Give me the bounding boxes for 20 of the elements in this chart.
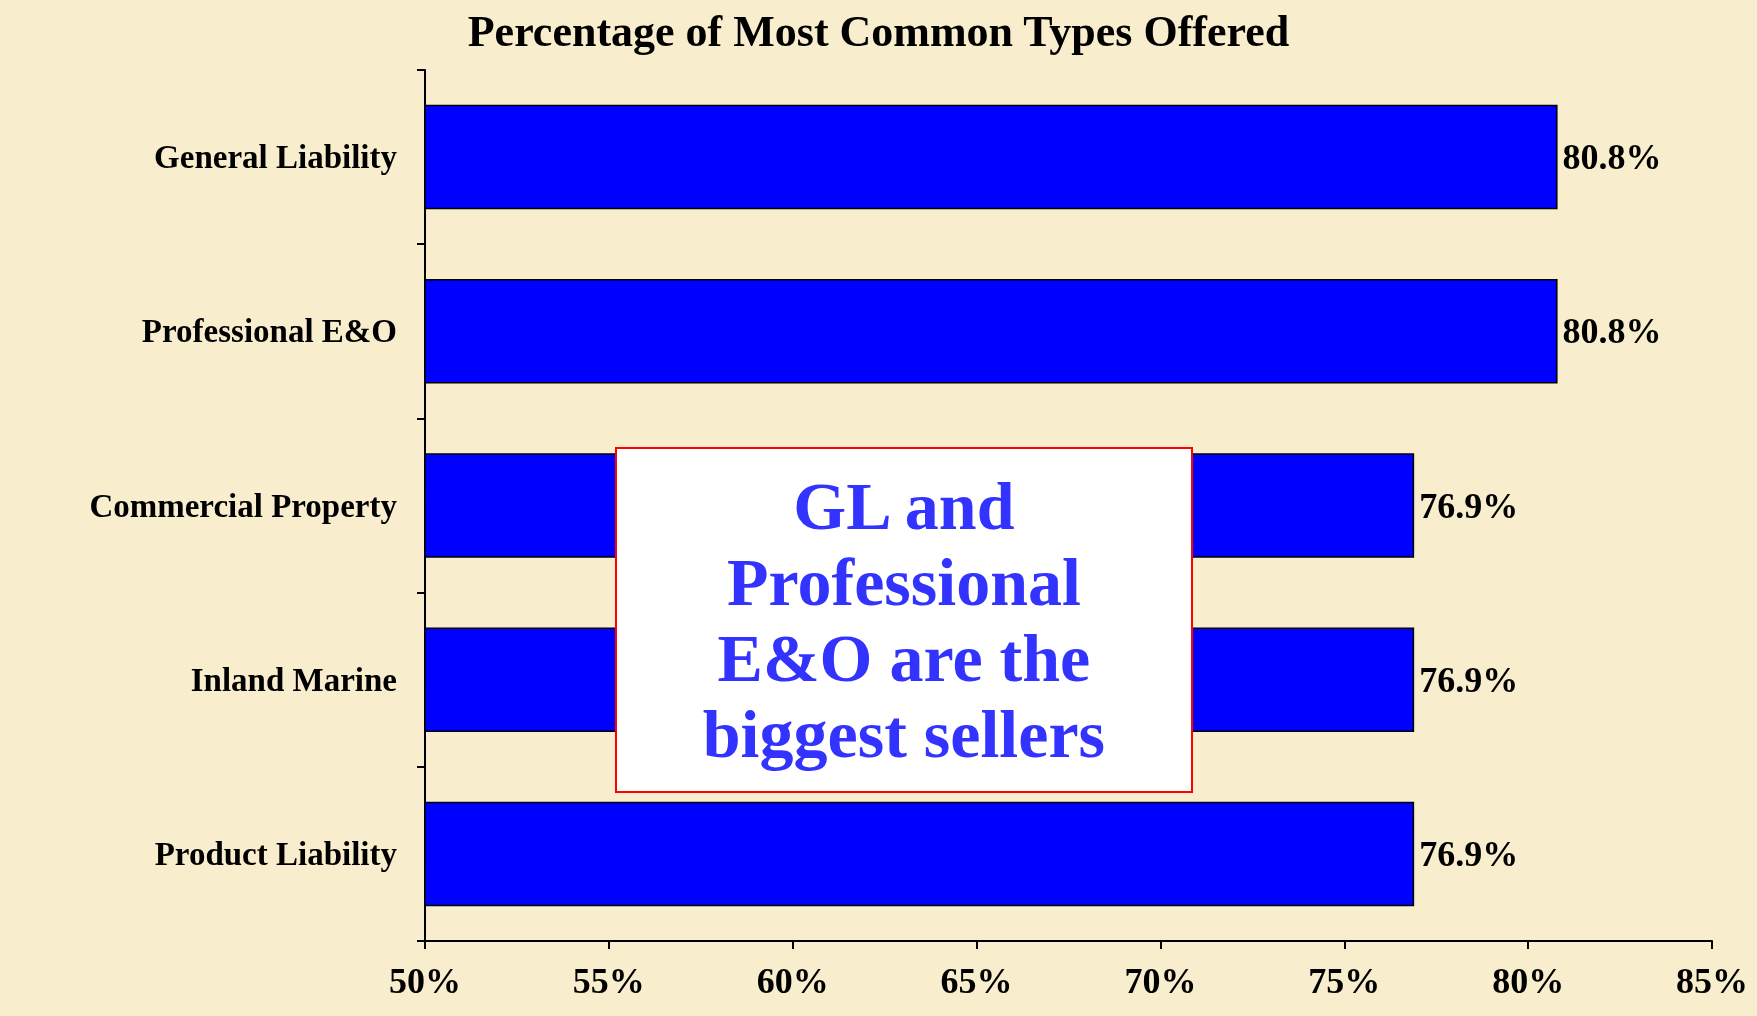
x-tick-label: 65% — [940, 961, 1013, 1001]
y-tick-label: Commercial Property — [89, 487, 398, 524]
annotation: GL and Professional E&O are the biggest sellers — [701, 468, 1107, 773]
y-tick-label: Product Liability — [154, 835, 398, 872]
y-tick-label: Professional E&O — [141, 313, 397, 350]
x-tick-label: 85% — [1676, 961, 1748, 1001]
data-label: 76.9% — [1419, 833, 1519, 874]
y-tick-label: Inland Marine — [190, 661, 397, 698]
x-tick-label: 70% — [1124, 961, 1197, 1001]
chart-title: Percentage of Most Common Types Offered — [467, 6, 1290, 56]
x-tick-label: 75% — [1308, 961, 1381, 1001]
data-label: 76.9% — [1419, 659, 1519, 700]
data-label: 76.9% — [1419, 485, 1519, 526]
data-label: 80.8% — [1562, 137, 1662, 178]
x-tick-label: 55% — [572, 961, 645, 1001]
x-tick-label: 80% — [1492, 961, 1565, 1001]
x-tick-label: 50% — [389, 961, 461, 1001]
x-tick-label: 60% — [756, 961, 829, 1001]
data-label: 80.8% — [1562, 311, 1662, 352]
y-tick-label: General Liability — [154, 139, 398, 176]
